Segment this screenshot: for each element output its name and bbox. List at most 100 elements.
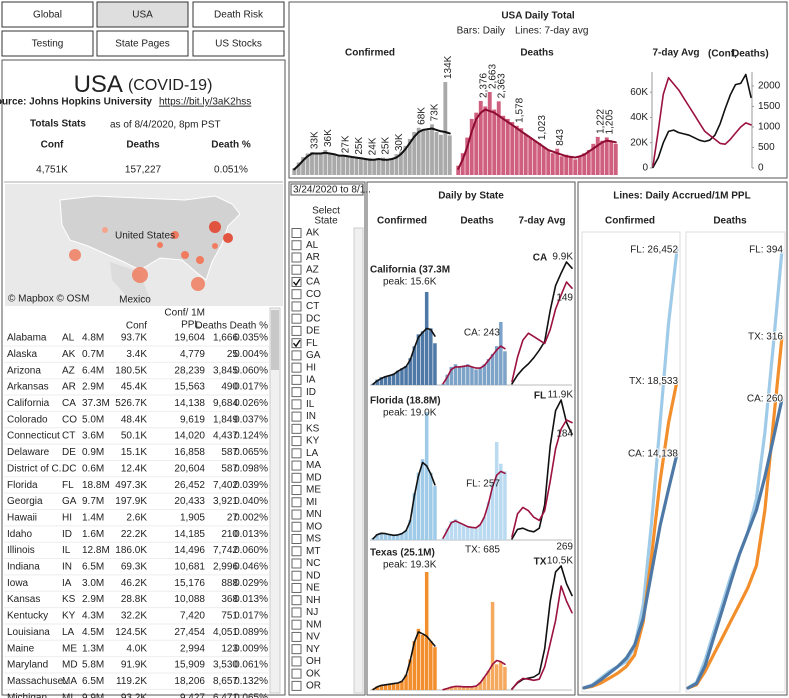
checkbox[interactable] (291, 338, 302, 349)
checkbox[interactable] (291, 595, 302, 606)
avg-code: TX (534, 557, 547, 568)
bar (400, 680, 404, 690)
checkbox[interactable] (291, 570, 302, 581)
checkbox[interactable] (291, 460, 302, 471)
bar (609, 140, 614, 175)
checkbox[interactable] (291, 656, 302, 667)
state-option: MS (306, 534, 321, 545)
checkbox[interactable] (291, 521, 302, 532)
checkbox[interactable] (291, 485, 302, 496)
nav-button[interactable] (192, 30, 285, 57)
nav-button[interactable] (96, 30, 189, 57)
scrollbar[interactable] (269, 307, 281, 694)
accrued-panel (577, 181, 788, 696)
bar (478, 682, 482, 690)
bar (496, 101, 501, 175)
checkbox[interactable] (291, 325, 302, 336)
table-cell: 0.013% (234, 594, 268, 605)
checkbox[interactable] (291, 228, 302, 238)
checkbox[interactable] (291, 644, 302, 655)
table-header: Deaths (195, 321, 227, 332)
table-cell: 3,530 (213, 660, 238, 671)
bar (453, 686, 458, 690)
bar (445, 528, 449, 540)
checkbox[interactable] (291, 558, 302, 569)
bar (383, 533, 388, 540)
checkbox[interactable] (291, 509, 302, 520)
table-cell: MI (62, 692, 73, 698)
checkbox[interactable] (291, 276, 302, 287)
checkbox[interactable] (291, 399, 302, 410)
avg-label: 269 (556, 542, 573, 553)
table-cell: IL (62, 545, 71, 556)
map-bubble (171, 231, 179, 239)
bar (532, 140, 537, 175)
checkbox[interactable] (291, 423, 302, 434)
line (293, 127, 451, 171)
nav-button[interactable] (96, 1, 189, 28)
table-cell: 18,206 (174, 676, 205, 687)
bar (391, 535, 396, 540)
state-option: NV (306, 632, 320, 643)
checkbox[interactable] (291, 497, 302, 508)
checkbox[interactable] (291, 582, 302, 593)
checkbox[interactable] (291, 289, 302, 300)
bar (350, 157, 354, 175)
checkbox[interactable] (291, 668, 302, 679)
data-label: 1,578 (514, 97, 525, 122)
checkbox[interactable] (291, 411, 302, 422)
bar (482, 677, 487, 690)
checkbox[interactable] (291, 252, 302, 263)
bar (375, 686, 379, 690)
daily-by-state-panel (366, 181, 576, 696)
checkbox[interactable] (291, 362, 302, 373)
source-link[interactable]: https://bit.ly/3aK2hss (159, 97, 251, 108)
checkbox[interactable] (291, 374, 302, 385)
subtitle: (COVID-19) (128, 77, 212, 94)
checkbox[interactable] (291, 436, 302, 447)
checkbox[interactable] (291, 301, 302, 312)
bar (460, 153, 465, 175)
table-cell: 6.4M (82, 365, 104, 376)
table-cell: MA (62, 676, 77, 687)
checkbox[interactable] (291, 472, 302, 483)
bar (434, 131, 439, 175)
state-option: AK (306, 228, 320, 239)
scrollbar-thumb[interactable] (271, 310, 279, 370)
chart-title: Deaths (713, 216, 747, 227)
scrollbar[interactable] (353, 227, 364, 694)
checkbox[interactable] (291, 264, 302, 275)
nav-button[interactable] (1, 1, 94, 28)
checkbox[interactable] (291, 240, 302, 251)
checkbox[interactable] (291, 546, 302, 557)
nav-button[interactable] (192, 1, 285, 28)
bar (528, 137, 533, 175)
checkbox[interactable] (291, 313, 302, 324)
checkbox[interactable] (291, 607, 302, 618)
table-cell: 490 (221, 382, 238, 393)
table-cell: 0.060% (234, 365, 268, 376)
table-cell: Idaho (7, 529, 32, 540)
bar (379, 685, 384, 690)
checkbox[interactable] (291, 387, 302, 398)
state-option: CA (306, 277, 320, 288)
nav-label: Global (33, 10, 62, 21)
checkbox[interactable] (291, 350, 302, 361)
state-option: MN (306, 509, 322, 520)
bar (443, 82, 448, 175)
nav-button[interactable] (1, 30, 94, 57)
checkbox[interactable] (291, 619, 302, 630)
bar (478, 100, 483, 175)
table-cell: 3.6M (82, 431, 104, 442)
avg-label: 10.5K (547, 556, 573, 567)
series-label: CA: 14,138 (628, 449, 678, 460)
checkbox[interactable] (291, 448, 302, 459)
table-cell: CT (62, 431, 75, 442)
data-label: 2,363 (496, 73, 507, 98)
checkbox[interactable] (291, 534, 302, 544)
table-cell: 0.046% (234, 562, 268, 573)
checkbox[interactable] (291, 680, 302, 691)
bar (582, 153, 587, 175)
checkbox[interactable] (291, 631, 302, 642)
bar (523, 134, 528, 175)
